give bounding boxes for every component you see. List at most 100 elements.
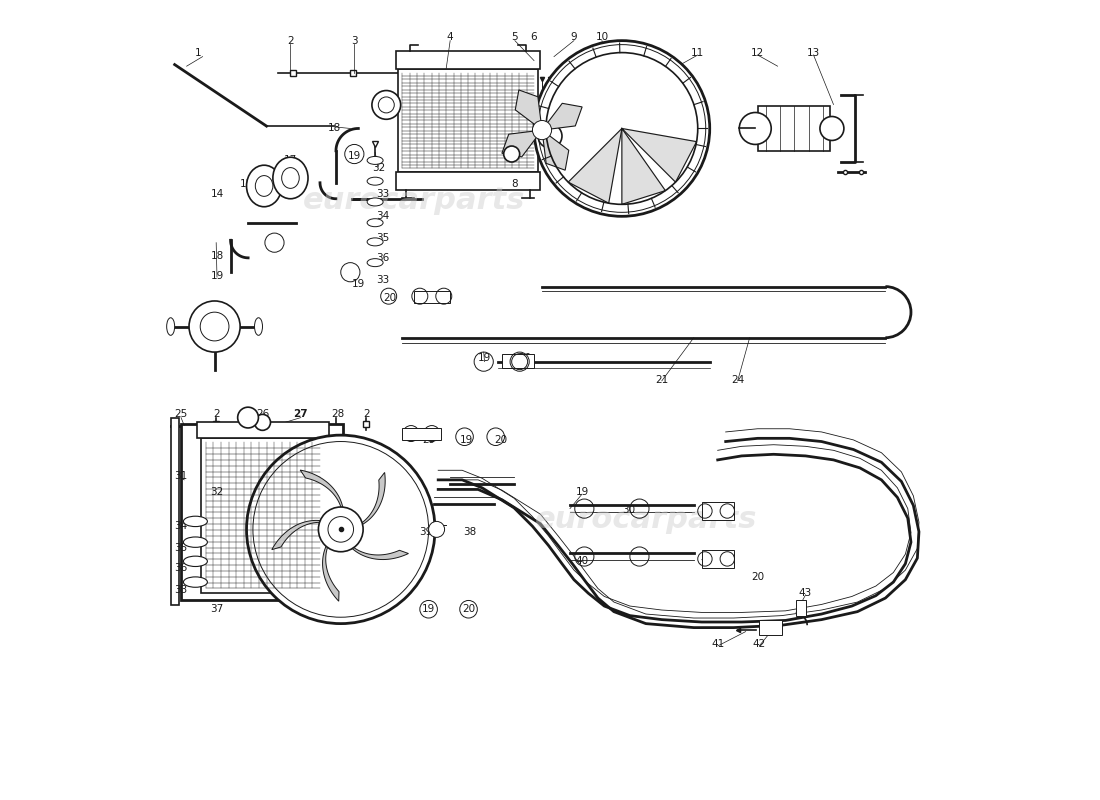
Text: 42: 42 [752, 638, 766, 649]
Polygon shape [502, 130, 542, 157]
Ellipse shape [367, 198, 383, 206]
Text: 36: 36 [175, 562, 188, 573]
Text: 33: 33 [376, 275, 389, 286]
Text: 19: 19 [422, 604, 436, 614]
Bar [396, 51, 540, 69]
Polygon shape [542, 130, 569, 170]
Text: 7: 7 [542, 123, 549, 134]
Text: 37: 37 [210, 604, 223, 614]
Text: 40: 40 [575, 556, 589, 566]
Circle shape [246, 435, 434, 624]
Text: 20: 20 [494, 435, 507, 445]
Text: 24: 24 [732, 375, 745, 385]
Text: 36: 36 [376, 253, 389, 263]
Circle shape [189, 301, 240, 352]
Bar [403, 428, 441, 440]
Bar [182, 424, 343, 600]
Text: 25: 25 [175, 410, 188, 419]
Ellipse shape [167, 318, 175, 335]
Ellipse shape [367, 258, 383, 266]
Ellipse shape [254, 318, 263, 335]
Ellipse shape [255, 175, 273, 196]
Circle shape [429, 522, 444, 538]
Text: 11: 11 [691, 48, 704, 58]
Text: 18: 18 [328, 123, 341, 134]
Text: 16: 16 [262, 170, 275, 180]
Circle shape [378, 97, 394, 113]
Text: 10: 10 [595, 32, 608, 42]
Text: 12: 12 [751, 48, 764, 58]
Text: 4: 4 [447, 32, 453, 42]
Bar [702, 550, 734, 568]
Text: 2: 2 [363, 410, 370, 419]
Text: 13: 13 [807, 48, 821, 58]
Text: 19: 19 [460, 435, 473, 445]
Text: 39: 39 [419, 526, 432, 537]
Text: 23: 23 [431, 293, 444, 302]
Text: 35: 35 [376, 233, 389, 243]
Text: 8: 8 [512, 179, 518, 190]
Bar [759, 621, 782, 634]
Bar [396, 172, 540, 190]
Ellipse shape [273, 158, 308, 198]
Text: 38: 38 [463, 526, 476, 537]
Bar [796, 600, 805, 616]
Text: 27: 27 [294, 410, 308, 419]
Ellipse shape [282, 168, 299, 188]
Polygon shape [272, 521, 332, 550]
Bar [197, 422, 329, 438]
Text: 34: 34 [376, 211, 389, 222]
Text: 17: 17 [284, 155, 297, 166]
Polygon shape [344, 538, 408, 559]
Ellipse shape [184, 577, 208, 587]
Text: 33: 33 [175, 585, 188, 595]
Circle shape [538, 45, 706, 212]
Ellipse shape [367, 157, 383, 165]
Polygon shape [621, 129, 665, 204]
Text: 30: 30 [621, 506, 635, 515]
Text: 29: 29 [422, 435, 436, 445]
Circle shape [739, 113, 771, 145]
Polygon shape [300, 470, 343, 520]
Circle shape [820, 117, 844, 141]
Bar [702, 502, 734, 520]
Text: 19: 19 [352, 279, 365, 290]
Text: 3: 3 [351, 36, 358, 46]
Text: 35: 35 [175, 542, 188, 553]
Text: 6: 6 [530, 32, 537, 42]
Circle shape [328, 517, 353, 542]
Text: 20: 20 [384, 293, 397, 302]
Text: 34: 34 [175, 521, 188, 531]
Polygon shape [350, 473, 385, 528]
Text: 21: 21 [656, 375, 669, 385]
Ellipse shape [367, 218, 383, 226]
Circle shape [238, 407, 258, 428]
Text: 5: 5 [510, 32, 517, 42]
Bar [398, 69, 538, 172]
Text: 26: 26 [256, 410, 270, 419]
Text: 22: 22 [195, 323, 208, 333]
Polygon shape [322, 536, 339, 602]
Bar [415, 290, 450, 302]
Text: 31: 31 [175, 471, 188, 481]
Bar [201, 438, 324, 594]
Text: 28: 28 [332, 410, 345, 419]
Text: 2: 2 [213, 410, 220, 419]
Circle shape [318, 507, 363, 552]
Ellipse shape [184, 537, 208, 547]
Text: eurocarparts: eurocarparts [302, 186, 526, 215]
Polygon shape [542, 103, 582, 130]
Text: 1: 1 [196, 48, 202, 58]
Text: 18: 18 [210, 251, 223, 262]
Text: 43: 43 [799, 588, 812, 598]
Polygon shape [515, 90, 542, 130]
Ellipse shape [184, 556, 208, 566]
Text: eurocarparts: eurocarparts [535, 506, 757, 534]
Text: 41: 41 [711, 638, 724, 649]
Ellipse shape [367, 177, 383, 185]
Text: 19: 19 [575, 487, 589, 497]
Text: 19: 19 [711, 556, 724, 566]
Text: 33: 33 [376, 189, 389, 199]
Ellipse shape [367, 238, 383, 246]
Text: 20: 20 [751, 572, 764, 582]
